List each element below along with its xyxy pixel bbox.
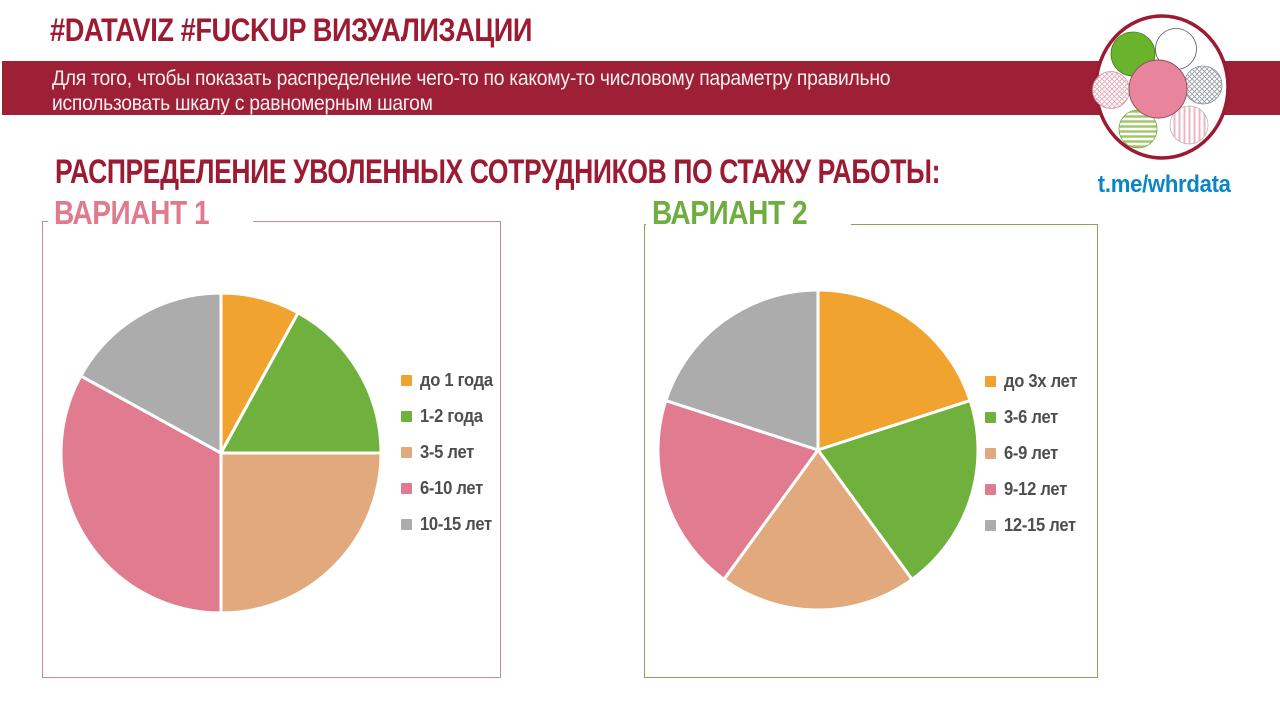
flower-logo-icon xyxy=(1092,14,1230,160)
pie-slice-2 xyxy=(219,311,383,455)
pie-chart-variant2 xyxy=(656,288,980,612)
legend-label: до 1 года xyxy=(420,369,493,390)
legend-swatch-icon xyxy=(401,446,412,458)
legend-item: 12-15 лет xyxy=(985,507,1155,543)
legend-label: 10-15 лет xyxy=(420,513,492,534)
legend-item: до 3х лет xyxy=(985,363,1155,399)
pie-slice-5 xyxy=(664,288,820,452)
legend-label: 6-10 лет xyxy=(420,477,483,498)
pie-slice-3 xyxy=(722,448,914,612)
pie-slice-2 xyxy=(816,399,980,581)
legend-label: 3-6 лет xyxy=(1004,406,1059,427)
pie-slice-1 xyxy=(816,288,972,452)
legend-swatch-icon xyxy=(401,482,412,494)
channel-logo xyxy=(1092,14,1232,164)
legend-label: до 3х лет xyxy=(1004,370,1078,391)
main-title-text: РАСПРЕДЕЛЕНИЕ УВОЛЕННЫХ СОТРУДНИКОВ ПО С… xyxy=(55,153,941,191)
variant2-label: ВАРИАНТ 2 xyxy=(646,194,851,242)
legend-item: до 1 года xyxy=(401,362,571,398)
legend-swatch-icon xyxy=(985,483,996,495)
banner-line-1: Для того, чтобы показать распределение ч… xyxy=(52,67,891,90)
legend-item: 6-9 лет xyxy=(985,435,1155,471)
legend-swatch-icon xyxy=(401,410,412,422)
hashtag-title-text: #DATAVIZ #FUCKUP ВИЗУАЛИЗАЦИИ xyxy=(50,12,533,48)
pie-slice-4 xyxy=(656,399,820,581)
legend-swatch-icon xyxy=(401,518,412,530)
legend-variant1: до 1 года 1-2 года 3-5 лет 6-10 лет 10-15 ле… xyxy=(401,362,571,542)
legend-swatch-icon xyxy=(985,375,996,387)
legend-item: 10-15 лет xyxy=(401,506,571,542)
legend-swatch-icon xyxy=(401,374,412,386)
banner-line-2: использовать шкалу с равномерным шагом xyxy=(52,92,433,115)
pie-chart-variant1 xyxy=(59,291,383,615)
pie-slice-5 xyxy=(79,291,223,455)
variant1-panel xyxy=(42,221,501,678)
main-title: РАСПРЕДЕЛЕНИЕ УВОЛЕННЫХ СОТРУДНИКОВ ПО С… xyxy=(55,153,1190,192)
telegram-link[interactable]: t.me/whrdata xyxy=(1090,171,1238,199)
legend-item: 6-10 лет xyxy=(401,470,571,506)
legend-label: 1-2 года xyxy=(420,405,483,426)
telegram-link-text[interactable]: t.me/whrdata xyxy=(1097,171,1231,198)
banner-text: Для того, чтобы показать распределение ч… xyxy=(52,66,963,116)
legend-item: 1-2 года xyxy=(401,398,571,434)
legend-swatch-icon xyxy=(985,447,996,459)
legend-swatch-icon xyxy=(985,519,996,531)
legend-swatch-icon xyxy=(985,411,996,423)
pie-slice-4 xyxy=(59,374,223,615)
variant1-label-text: ВАРИАНТ 1 xyxy=(54,194,210,231)
variant2-panel xyxy=(644,224,1098,678)
legend-label: 9-12 лет xyxy=(1004,478,1067,499)
legend-label: 12-15 лет xyxy=(1004,514,1076,535)
legend-label: 3-5 лет xyxy=(420,441,475,462)
legend-label: 6-9 лет xyxy=(1004,442,1059,463)
variant1-label: ВАРИАНТ 1 xyxy=(48,194,253,242)
legend-item: 9-12 лет xyxy=(985,471,1155,507)
pie-slice-3 xyxy=(219,451,383,615)
hashtag-title: #DATAVIZ #FUCKUP ВИЗУАЛИЗАЦИИ xyxy=(50,12,617,49)
legend-item: 3-6 лет xyxy=(985,399,1155,435)
legend-item: 3-5 лет xyxy=(401,434,571,470)
legend-variant2: до 3х лет 3-6 лет 6-9 лет 9-12 лет 12-15 лет xyxy=(985,363,1155,543)
variant2-label-text: ВАРИАНТ 2 xyxy=(652,194,808,231)
header-banner: Для того, чтобы показать распределение ч… xyxy=(2,61,1280,115)
